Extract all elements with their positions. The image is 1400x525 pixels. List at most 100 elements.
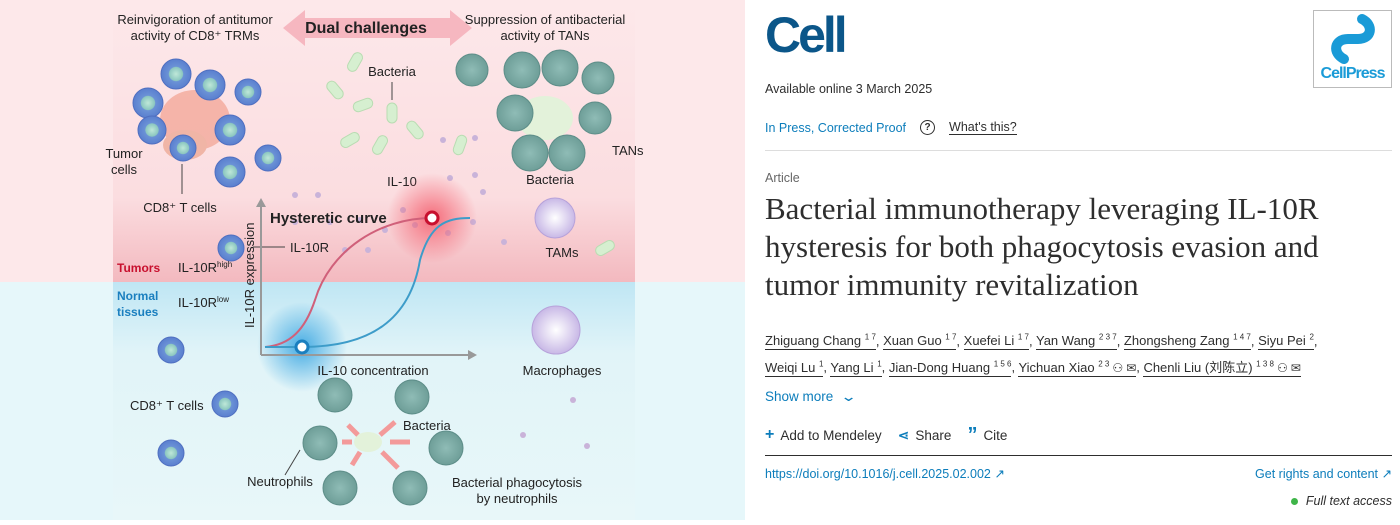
access-status: Full text access [1290, 494, 1392, 508]
tans-label: TANs [612, 143, 644, 158]
author-name: Jian-Dong Huang [888, 359, 991, 375]
tumor-curve [264, 217, 433, 348]
left-heading-1: Reinvigoration of antitumor [117, 12, 273, 27]
share-button[interactable]: ⋖ Share [898, 426, 952, 444]
tumor-cells-label-1: Tumor [105, 146, 143, 161]
cd8-t-cells-bottom [157, 336, 239, 467]
mendeley-label: Add to Mendeley [780, 427, 882, 443]
person-icon[interactable]: ⚇ [1112, 360, 1124, 375]
separator: , [1313, 333, 1318, 349]
tams-illustration [534, 197, 576, 239]
cellpress-logo[interactable]: CellPress [1313, 10, 1392, 88]
envelope-icon[interactable]: ✉ [1126, 360, 1137, 375]
status-row: In Press, Corrected Proof ? What's this? [765, 120, 1017, 135]
author-affiliations: 1 7 [864, 333, 876, 342]
pointer-line [284, 449, 301, 476]
plus-icon: + [765, 426, 775, 443]
graphical-abstract: Dual challenges Reinvigoration of antitu… [0, 0, 745, 520]
il10r-low-label: IL-10Rlow [178, 295, 229, 310]
author-affiliations: 1 3 8 [1256, 359, 1274, 369]
bacteria-label-top: Bacteria [368, 64, 416, 79]
separator: , [1011, 359, 1019, 375]
author-link[interactable]: Yan Wang 2 3 7 [1036, 333, 1117, 351]
author-affiliations: 1 7 [1017, 333, 1029, 342]
access-dot-icon [1290, 497, 1298, 505]
author-link[interactable]: Xuefei Li 1 7 [963, 333, 1029, 351]
show-more-button[interactable]: Show more ⌄ [765, 389, 858, 405]
author-affiliations: 1 5 6 [993, 359, 1012, 369]
separator: , [881, 359, 889, 375]
bacteria-illustration [326, 52, 615, 256]
get-rights-link[interactable]: Get rights and content ↗ [1255, 466, 1392, 481]
neutrophils-illustration [302, 377, 464, 506]
tans-illustration [455, 49, 615, 172]
author-link[interactable]: Zhiguang Chang 1 7 [765, 333, 876, 351]
separator: , [823, 359, 831, 375]
question-circle-icon[interactable]: ? [920, 120, 936, 135]
article-title: Bacterial immunotherapy leveraging IL-10… [765, 191, 1319, 302]
author-link[interactable]: Siyu Pei 2 [1258, 333, 1314, 351]
dual-challenges-label: Dual challenges [305, 20, 427, 37]
cellpress-logo-text: CellPress [1320, 65, 1386, 82]
cd8-t-cells-label-top: CD8⁺ T cells [143, 200, 217, 215]
author-affiliations: 1 7 [945, 333, 957, 342]
right-heading-1: Suppression of antibacterial [465, 12, 626, 27]
hysteresis-axes [256, 198, 477, 360]
article-actions: + Add to Mendeley ⋖ Share ” Cite [765, 425, 1023, 445]
person-icon[interactable]: ⚇ [1276, 360, 1288, 375]
separator: , [1116, 333, 1124, 349]
author-link[interactable]: Weiqi Lu 1 [765, 359, 824, 377]
add-to-mendeley-button[interactable]: + Add to Mendeley [765, 426, 882, 444]
il10r-label: IL-10R [290, 240, 329, 255]
envelope-icon[interactable]: ✉ [1290, 360, 1301, 375]
author-link[interactable]: Yichuan Xiao 2 3 ⚇ ✉ [1018, 359, 1137, 377]
y-axis-label: IL-10R expression [242, 223, 257, 329]
author-name: Yang Li [830, 359, 874, 375]
share-icon: ⋖ [897, 426, 910, 443]
article-type: Article [765, 171, 800, 185]
normal-tissues-label-2: tissues [117, 305, 159, 319]
doi-link[interactable]: https://doi.org/10.1016/j.cell.2025.02.0… [765, 466, 1005, 481]
author-name: Siyu Pei [1258, 333, 1306, 349]
author-link[interactable]: Chenli Liu (刘陈立) 1 3 8 ⚇ ✉ [1143, 359, 1301, 377]
cell-journal-logo[interactable]: Cell [765, 7, 848, 63]
cite-button[interactable]: ” Cite [967, 425, 1007, 445]
author-link[interactable]: Zhongsheng Zang 1 4 7 [1123, 333, 1251, 351]
tams-label: TAMs [546, 245, 579, 260]
cellpress-symbol-icon [1331, 14, 1375, 64]
author-name: Chenli Liu (刘陈立) [1143, 359, 1253, 375]
author-link[interactable]: Jian-Dong Huang 1 5 6 [888, 359, 1012, 377]
author-list: Zhiguang Chang 1 7, Xuan Guo 1 7, Xuefei… [765, 326, 1392, 380]
normal-tissues-label-1: Normal [117, 289, 158, 303]
bacteria-tans-label: Bacteria [526, 172, 574, 187]
hysteretic-curve-label: Hysteretic curve [270, 210, 387, 227]
author-link[interactable]: Yang Li 1 [830, 359, 882, 377]
available-online: Available online 3 March 2025 [765, 82, 933, 96]
neutrophils-label: Neutrophils [247, 474, 313, 489]
author-affiliations: 1 [877, 359, 882, 369]
whats-this-link[interactable]: What's this? [949, 120, 1017, 135]
chevron-down-icon: ⌄ [840, 389, 858, 404]
author-affiliations: 2 [1309, 333, 1314, 342]
author-link[interactable]: Xuan Guo 1 7 [883, 333, 957, 351]
author-name: Xuan Guo [883, 333, 942, 349]
macrophages-label: Macrophages [523, 363, 602, 378]
author-name: Yichuan Xiao [1018, 359, 1095, 375]
phagocytosis-label-2: by neutrophils [477, 491, 558, 506]
author-name: Zhiguang Chang [765, 333, 862, 349]
separator: , [1136, 359, 1144, 375]
external-link-icon: ↗ [1381, 467, 1392, 481]
rights-text: Get rights and content [1255, 467, 1379, 481]
author-name: Xuefei Li [963, 333, 1015, 349]
cd8-t-cells-illustration [132, 58, 282, 262]
divider [765, 150, 1392, 151]
tumors-label: Tumors [117, 261, 160, 275]
doi-text: https://doi.org/10.1016/j.cell.2025.02.0… [765, 467, 991, 481]
separator: , [956, 333, 964, 349]
separator: , [1029, 333, 1036, 349]
x-axis-label: IL-10 concentration [317, 363, 428, 378]
author-affiliations: 1 4 7 [1233, 333, 1251, 342]
graphical-abstract-figure: Dual challenges Reinvigoration of antitu… [0, 0, 745, 520]
access-label: Full text access [1305, 494, 1392, 508]
tumor-state-marker [424, 210, 440, 226]
